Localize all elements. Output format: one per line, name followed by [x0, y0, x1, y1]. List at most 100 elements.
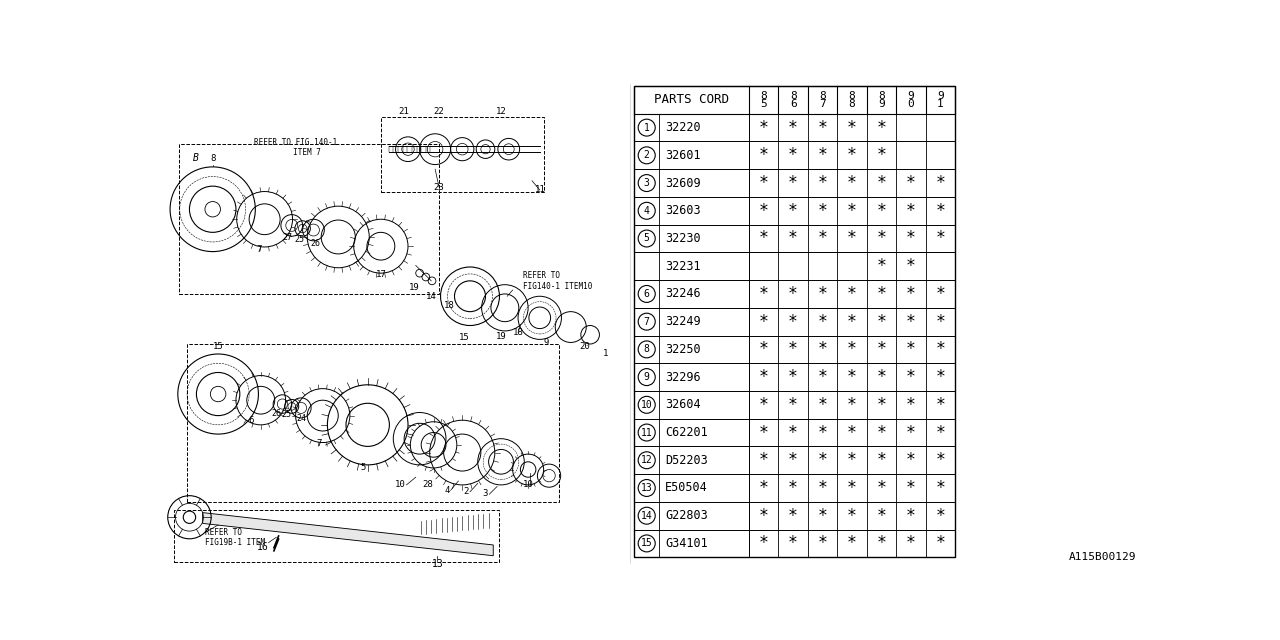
Text: *: *: [759, 285, 769, 303]
Text: 8: 8: [849, 91, 855, 101]
Text: *: *: [788, 424, 799, 442]
Text: REFER TO
FIG140-1 ITEM10: REFER TO FIG140-1 ITEM10: [522, 271, 593, 291]
Text: *: *: [877, 257, 887, 275]
Text: 8: 8: [819, 91, 826, 101]
Text: D52203: D52203: [666, 454, 708, 467]
Text: A115B00129: A115B00129: [1069, 552, 1137, 562]
Text: 3: 3: [483, 490, 488, 499]
Text: 8: 8: [878, 91, 884, 101]
Text: *: *: [847, 396, 858, 414]
Text: *: *: [818, 368, 828, 386]
Text: 8: 8: [849, 99, 855, 109]
Text: 25: 25: [282, 410, 292, 419]
Text: *: *: [906, 340, 916, 358]
Text: *: *: [936, 174, 946, 192]
Text: *: *: [877, 174, 887, 192]
Text: 32250: 32250: [666, 343, 701, 356]
Text: *: *: [788, 534, 799, 552]
Text: 9: 9: [937, 91, 943, 101]
Text: 8: 8: [210, 154, 215, 163]
Text: *: *: [818, 451, 828, 469]
Text: *: *: [847, 451, 858, 469]
Text: 20: 20: [580, 342, 590, 351]
Text: *: *: [759, 368, 769, 386]
Text: 3: 3: [644, 178, 650, 188]
Text: 10: 10: [394, 480, 406, 489]
Text: *: *: [906, 230, 916, 248]
Text: *: *: [906, 451, 916, 469]
Text: 11: 11: [641, 428, 653, 438]
Text: 5: 5: [644, 234, 650, 243]
Text: C62201: C62201: [666, 426, 708, 439]
Text: *: *: [788, 507, 799, 525]
Text: *: *: [906, 368, 916, 386]
Text: *: *: [906, 285, 916, 303]
Text: *: *: [818, 285, 828, 303]
Text: *: *: [759, 340, 769, 358]
Text: *: *: [759, 534, 769, 552]
Text: *: *: [936, 424, 946, 442]
Text: *: *: [906, 534, 916, 552]
Text: *: *: [877, 534, 887, 552]
Text: *: *: [818, 230, 828, 248]
Text: 1: 1: [644, 123, 650, 132]
Text: *: *: [877, 340, 887, 358]
Text: *: *: [788, 368, 799, 386]
Text: *: *: [877, 202, 887, 220]
Text: *: *: [818, 174, 828, 192]
Text: *: *: [936, 202, 946, 220]
Text: 7: 7: [256, 244, 262, 253]
Text: 2: 2: [463, 487, 468, 496]
Text: *: *: [906, 174, 916, 192]
Text: 5: 5: [760, 99, 767, 109]
Text: 21: 21: [399, 107, 410, 116]
Text: *: *: [788, 147, 799, 164]
Text: 7: 7: [644, 317, 650, 326]
Text: 32609: 32609: [666, 177, 701, 189]
Text: *: *: [759, 507, 769, 525]
Text: 25: 25: [294, 236, 305, 244]
Text: 17: 17: [375, 270, 387, 279]
Text: 8: 8: [760, 91, 767, 101]
Text: *: *: [759, 118, 769, 136]
Text: *: *: [906, 202, 916, 220]
Text: *: *: [759, 230, 769, 248]
Text: *: *: [906, 313, 916, 331]
Text: 7: 7: [819, 99, 826, 109]
Text: 24: 24: [296, 414, 306, 423]
Text: *: *: [818, 479, 828, 497]
Text: *: *: [877, 368, 887, 386]
Text: *: *: [847, 340, 858, 358]
Text: 32231: 32231: [666, 260, 701, 273]
Text: 6: 6: [790, 99, 796, 109]
Text: 18: 18: [444, 301, 454, 310]
Text: *: *: [759, 396, 769, 414]
Text: E50504: E50504: [666, 481, 708, 495]
Text: *: *: [788, 202, 799, 220]
Text: *: *: [936, 230, 946, 248]
Text: 15: 15: [641, 538, 653, 548]
Text: *: *: [818, 340, 828, 358]
Text: *: *: [759, 313, 769, 331]
Text: *: *: [877, 396, 887, 414]
Text: 1: 1: [603, 349, 608, 358]
Text: 12: 12: [495, 107, 507, 116]
Text: 10: 10: [522, 480, 534, 489]
Text: *: *: [936, 534, 946, 552]
Text: 27: 27: [283, 233, 293, 242]
Text: *: *: [788, 230, 799, 248]
Text: *: *: [877, 507, 887, 525]
Text: *: *: [906, 257, 916, 275]
Text: *: *: [818, 424, 828, 442]
Text: *: *: [788, 313, 799, 331]
Text: *: *: [877, 147, 887, 164]
Text: 32603: 32603: [666, 204, 701, 217]
Text: 2: 2: [644, 150, 650, 161]
Text: 7: 7: [316, 440, 321, 449]
Text: 10: 10: [641, 400, 653, 410]
Text: *: *: [788, 396, 799, 414]
Text: *: *: [936, 396, 946, 414]
Text: 8: 8: [790, 91, 796, 101]
Text: 9: 9: [543, 338, 549, 347]
Text: *: *: [936, 313, 946, 331]
